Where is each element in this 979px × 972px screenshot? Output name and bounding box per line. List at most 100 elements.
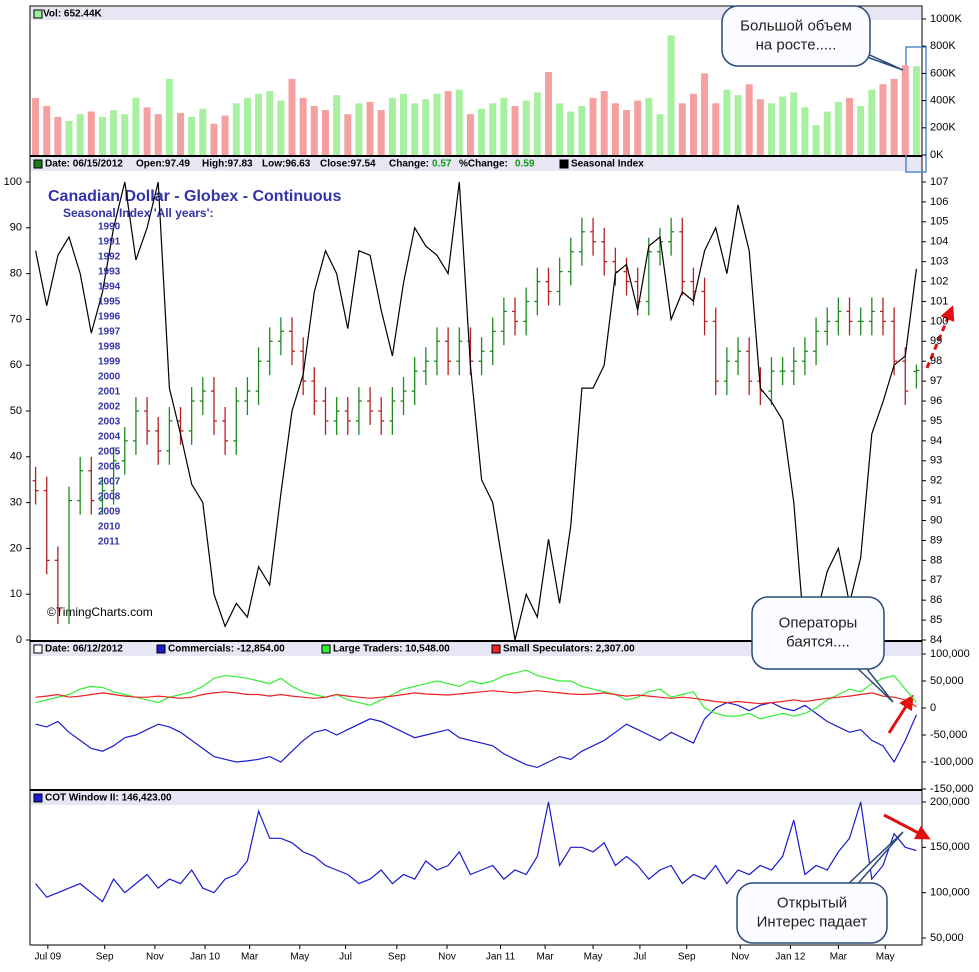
volume-bar (522, 100, 530, 155)
y-tick-label: 95 (930, 415, 942, 427)
volume-bar (333, 95, 341, 155)
volume-bar (344, 114, 352, 155)
arrow (925, 305, 955, 369)
volume-bar (232, 103, 240, 155)
volume-bar (678, 103, 686, 155)
volume-bar (411, 103, 419, 155)
year-label: 1997 (98, 327, 121, 338)
volume-bar (366, 101, 374, 155)
y-tick-label: 30 (10, 497, 22, 509)
x-tick-label: Nov (146, 952, 164, 963)
y-tick-label: 87 (930, 574, 942, 586)
callout-text: Большой объем (740, 17, 852, 34)
y-tick-label: -150,000 (930, 783, 973, 795)
y-tick-label: 106 (930, 196, 948, 208)
volume-bar (544, 72, 552, 155)
legend-swatch (33, 793, 43, 803)
y-tick-label: 100,000 (930, 648, 970, 660)
volume-bar (734, 95, 742, 155)
y-tick-label: 600K (930, 67, 956, 79)
series-line (35, 181, 917, 643)
header-date: Date: 06/15/2012 (45, 159, 123, 170)
volume-bar (723, 89, 731, 155)
y-tick-label: 88 (930, 554, 942, 566)
volume-bar (110, 110, 118, 155)
y-tick-label: 400K (930, 95, 956, 107)
callout-box (721, 5, 871, 67)
volume-bar (478, 108, 486, 155)
volume-bar (912, 66, 920, 155)
volume-bar (54, 116, 62, 155)
year-label: 2009 (98, 507, 121, 518)
legend-swatch (156, 644, 166, 654)
volume-bar (689, 93, 697, 155)
x-tick-label: Mar (830, 952, 848, 963)
volume-bar (277, 100, 285, 155)
y-tick-label: 100 (4, 176, 22, 188)
callout-text: Интерес падает (757, 913, 868, 930)
header-change-label: Change: (389, 159, 429, 170)
x-tick-label: May (876, 952, 895, 963)
volume-bar (132, 97, 140, 155)
volume-bar (32, 97, 40, 155)
year-label: 2003 (98, 417, 121, 428)
year-label: 1996 (98, 312, 121, 323)
volume-bar (400, 93, 408, 155)
volume-bar (199, 108, 207, 155)
volume-bar (779, 96, 787, 155)
header-band (31, 791, 921, 805)
y-tick-label: 90 (930, 514, 942, 526)
legend-label: Large Traders: 10,548.00 (333, 644, 450, 655)
volume-bar (98, 116, 106, 155)
y-tick-label: 40 (10, 451, 22, 463)
year-label: 1991 (98, 237, 121, 248)
volume-bar (288, 78, 296, 155)
x-tick-label: Jul (634, 952, 647, 963)
y-tick-label: 200K (930, 122, 956, 134)
volume-bar (868, 89, 876, 155)
year-label: 2007 (98, 477, 121, 488)
y-tick-label: 200,000 (930, 796, 970, 808)
volume-bar (388, 97, 396, 155)
volume-bar (745, 84, 753, 155)
y-tick-label: 100 (930, 315, 948, 327)
year-label: 2000 (98, 372, 121, 383)
legend-label: Commercials: -12,854.00 (168, 644, 285, 655)
y-tick-label: 105 (930, 216, 948, 228)
arrow (883, 813, 931, 840)
volume-bar (255, 93, 263, 155)
volume-bar (790, 92, 798, 155)
y-tick-label: 92 (930, 475, 942, 487)
header-band (31, 642, 921, 656)
cot-header-date: Date: 06/12/2012 (45, 644, 123, 655)
year-label: 2011 (98, 537, 120, 548)
year-label: 1999 (98, 357, 121, 368)
callout-box (751, 596, 885, 670)
volume-bar (667, 35, 675, 155)
year-label: 1994 (98, 282, 121, 293)
legend-swatch (559, 159, 569, 169)
volume-bar (243, 97, 251, 155)
volume-bar (177, 112, 185, 155)
y-tick-label: 93 (930, 455, 942, 467)
year-label: 2001 (98, 387, 121, 398)
y-tick-label: 0 (16, 634, 22, 646)
arrow (887, 694, 914, 734)
year-label: 2010 (98, 522, 121, 533)
volume-bar (846, 97, 854, 155)
volume-bar (834, 101, 842, 155)
callout-text: Операторы (779, 614, 858, 631)
y-tick-label: 800K (930, 40, 956, 52)
year-label: 1995 (98, 297, 121, 308)
callout-box (736, 882, 888, 944)
y-tick-label: 10 (10, 588, 22, 600)
year-label: 2006 (98, 462, 121, 473)
x-tick-label: May (290, 952, 309, 963)
header-low: Low:96.63 (262, 159, 311, 170)
header-pct-change-label: %Change: (459, 159, 508, 170)
year-label: 1998 (98, 342, 121, 353)
legend-swatch (33, 159, 43, 169)
volume-bar (489, 103, 497, 155)
callout-text: Открытый (777, 894, 847, 911)
volume-bar (511, 106, 519, 155)
